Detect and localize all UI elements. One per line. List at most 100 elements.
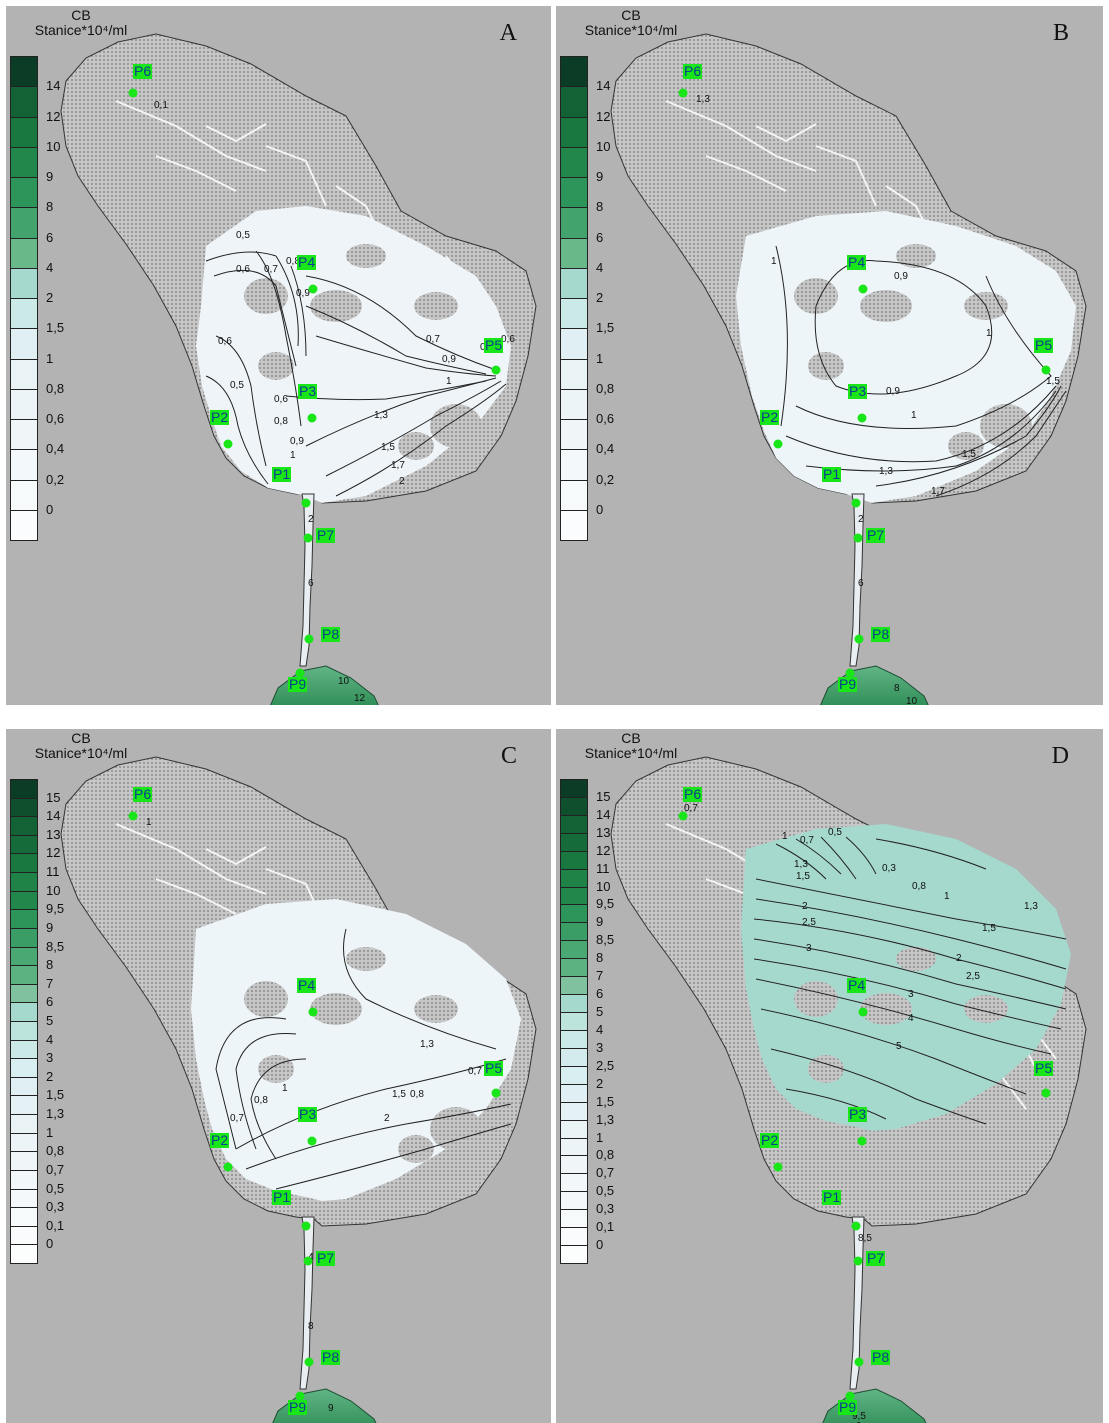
- contour-label: 1: [146, 817, 152, 828]
- station-dot-p1: [301, 498, 311, 508]
- contour-line: [814, 260, 993, 395]
- legend-tick-label: 0: [46, 1236, 54, 1252]
- legend-tick-label: 12: [46, 108, 61, 124]
- legend-swatch: [10, 965, 38, 985]
- legend-swatch: [10, 1021, 38, 1041]
- legend-tick-label: 10: [46, 882, 61, 898]
- contour-label: 6: [858, 578, 864, 589]
- legend-tick-label: 5: [46, 1013, 54, 1028]
- legend-tick-label: 0,2: [596, 471, 615, 487]
- legend-swatch: [560, 358, 588, 390]
- station-label-p3: P3: [298, 383, 318, 399]
- contour-label: 0,5: [236, 230, 250, 241]
- legend-swatch: [10, 1095, 38, 1116]
- legend-tick-label: 8,5: [596, 932, 615, 948]
- station-label-p4: P4: [847, 254, 867, 270]
- legend-tick-label: 11: [596, 860, 610, 876]
- legend-swatch: [10, 388, 38, 420]
- station-label-p5: P5: [1034, 337, 1054, 353]
- contour-label: 0,6: [274, 394, 288, 405]
- contour-label: 0,9: [442, 354, 456, 365]
- contour-label: 0,6: [236, 264, 250, 275]
- panel-letter: B: [1052, 20, 1069, 46]
- legend-tick-label: 8: [596, 199, 604, 215]
- legend-swatch: [560, 267, 588, 299]
- station-dot-p1: [851, 1221, 861, 1231]
- contour-label: 2: [308, 514, 314, 525]
- legend-swatch: [10, 1151, 38, 1171]
- contour-line: [290, 265, 307, 357]
- legend-tick-label: 3: [46, 1050, 54, 1066]
- legend-swatch: [560, 1155, 588, 1175]
- legend-swatch: [10, 479, 38, 511]
- legend-swatch: [10, 1058, 38, 1078]
- contour-line: [755, 898, 1067, 970]
- legend-tick-label: 0: [596, 1237, 604, 1253]
- legend-swatch: [560, 886, 588, 906]
- legend-tick-label: 2,5: [596, 1057, 615, 1073]
- legend-swatch: [560, 1083, 588, 1103]
- legend-tick-label: 0,7: [596, 1165, 615, 1181]
- legend-tick-label: 2: [46, 290, 54, 305]
- legend-title: CB: [71, 7, 91, 23]
- legend-swatch: [560, 976, 588, 996]
- station-label-p1: P1: [822, 466, 842, 482]
- legend-tick-label: 12: [46, 845, 61, 861]
- contour-line: [343, 928, 497, 1050]
- legend-tick-label: 10: [596, 138, 611, 154]
- station-label-p1: P1: [822, 1189, 842, 1205]
- station-dot-p5: [1041, 1088, 1051, 1098]
- legend-tick-label: 10: [596, 878, 611, 894]
- legend-swatch: [560, 177, 588, 209]
- contour-line: [275, 1123, 512, 1190]
- legend-tick-label: 1,5: [46, 320, 65, 336]
- station-dot-p5: [491, 1088, 501, 1098]
- legend-swatch: [560, 850, 588, 870]
- station-dot-p5: [1041, 365, 1051, 375]
- station-label-p8: P8: [321, 1349, 341, 1365]
- contour-line: [820, 836, 857, 880]
- contour-label: 1: [782, 831, 788, 842]
- legend-swatch: [560, 56, 588, 88]
- legend-swatch: [10, 1002, 38, 1022]
- contour-line: [805, 390, 1057, 472]
- station-dot-p5: [491, 365, 501, 375]
- legend-tick-label: 0: [596, 501, 604, 517]
- legend-title: CB: [71, 730, 91, 746]
- legend-tick-label: 1,3: [46, 1106, 65, 1122]
- station-dot-p9: [295, 1391, 305, 1401]
- station-dot-p7: [853, 1256, 863, 1266]
- legend-tick-label: 0,2: [46, 471, 65, 487]
- legend-swatch: [10, 1039, 38, 1060]
- contour-label: 1,3: [794, 859, 808, 870]
- legend-unit: Stanice*10⁴/ml: [34, 745, 128, 761]
- legend-swatch: [560, 419, 588, 451]
- legend-swatch: [560, 116, 588, 148]
- station-label-p1: P1: [272, 466, 292, 482]
- legend-swatch: [10, 1076, 38, 1097]
- contour-label: 9: [328, 1403, 334, 1414]
- legend-tick-label: 0,7: [46, 1161, 65, 1177]
- contour-label: 0,5: [230, 380, 244, 391]
- contour-label: 2: [956, 953, 962, 964]
- sampled-area: [741, 824, 1071, 1131]
- contour-line: [205, 251, 277, 262]
- legend-swatch: [10, 872, 38, 892]
- contour-label: 1,5: [982, 923, 996, 934]
- contour-line: [205, 375, 269, 485]
- station-dot-p4: [308, 284, 318, 294]
- contour-line: [875, 838, 987, 870]
- legend-swatch: [10, 1188, 38, 1209]
- legend-tick-label: 0,8: [596, 1147, 615, 1163]
- legend-swatch: [10, 983, 38, 1004]
- station-dot-p3: [307, 1136, 317, 1146]
- contour-label: 1: [911, 410, 917, 421]
- station-dot-p6: [678, 811, 688, 821]
- station-label-p9: P9: [288, 1399, 308, 1415]
- station-dot-p7: [853, 533, 863, 543]
- legend-title: CB: [621, 7, 641, 23]
- legend-tick-label: 0,4: [596, 441, 615, 457]
- legend-tick-label: 6: [46, 994, 54, 1010]
- contour-label: 1: [282, 1083, 288, 1094]
- station-label-p7: P7: [316, 527, 336, 543]
